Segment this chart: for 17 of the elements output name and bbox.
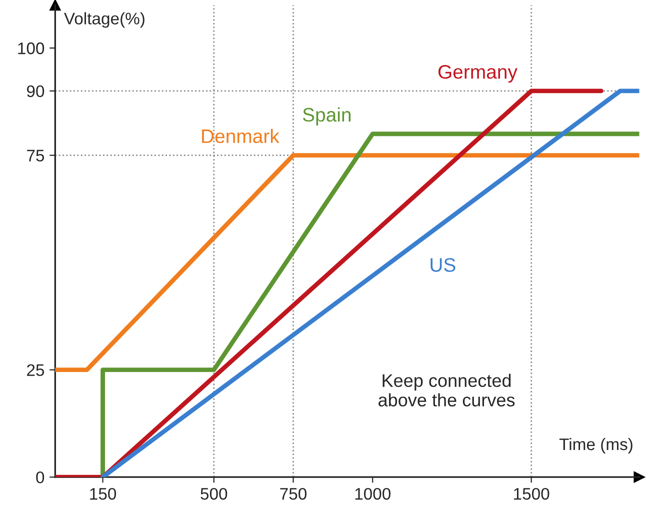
x-tick-label: 1500: [514, 488, 550, 500]
x-tick-label: 750: [280, 488, 307, 500]
y-tick-label: 0: [36, 471, 44, 484]
x-tick-label: 150: [90, 488, 116, 500]
series-label: Denmark: [202, 128, 280, 144]
y-tick-label: 100: [18, 42, 44, 54]
y-tick-label: 25: [27, 364, 44, 376]
x-axis-title: Time (ms): [559, 438, 632, 454]
x-tick-label: 1000: [355, 488, 390, 500]
annotation: Keep connected above the curves: [378, 374, 515, 406]
y-tick-label: 90: [26, 85, 44, 98]
x-tick-label: 500: [200, 488, 228, 500]
y-tick-label: 75: [27, 150, 44, 162]
series-label: US: [430, 258, 456, 272]
y-axis-title: Voltage(%): [64, 12, 144, 28]
series-label: Germany: [438, 64, 518, 83]
series-label: Spain: [302, 107, 351, 126]
